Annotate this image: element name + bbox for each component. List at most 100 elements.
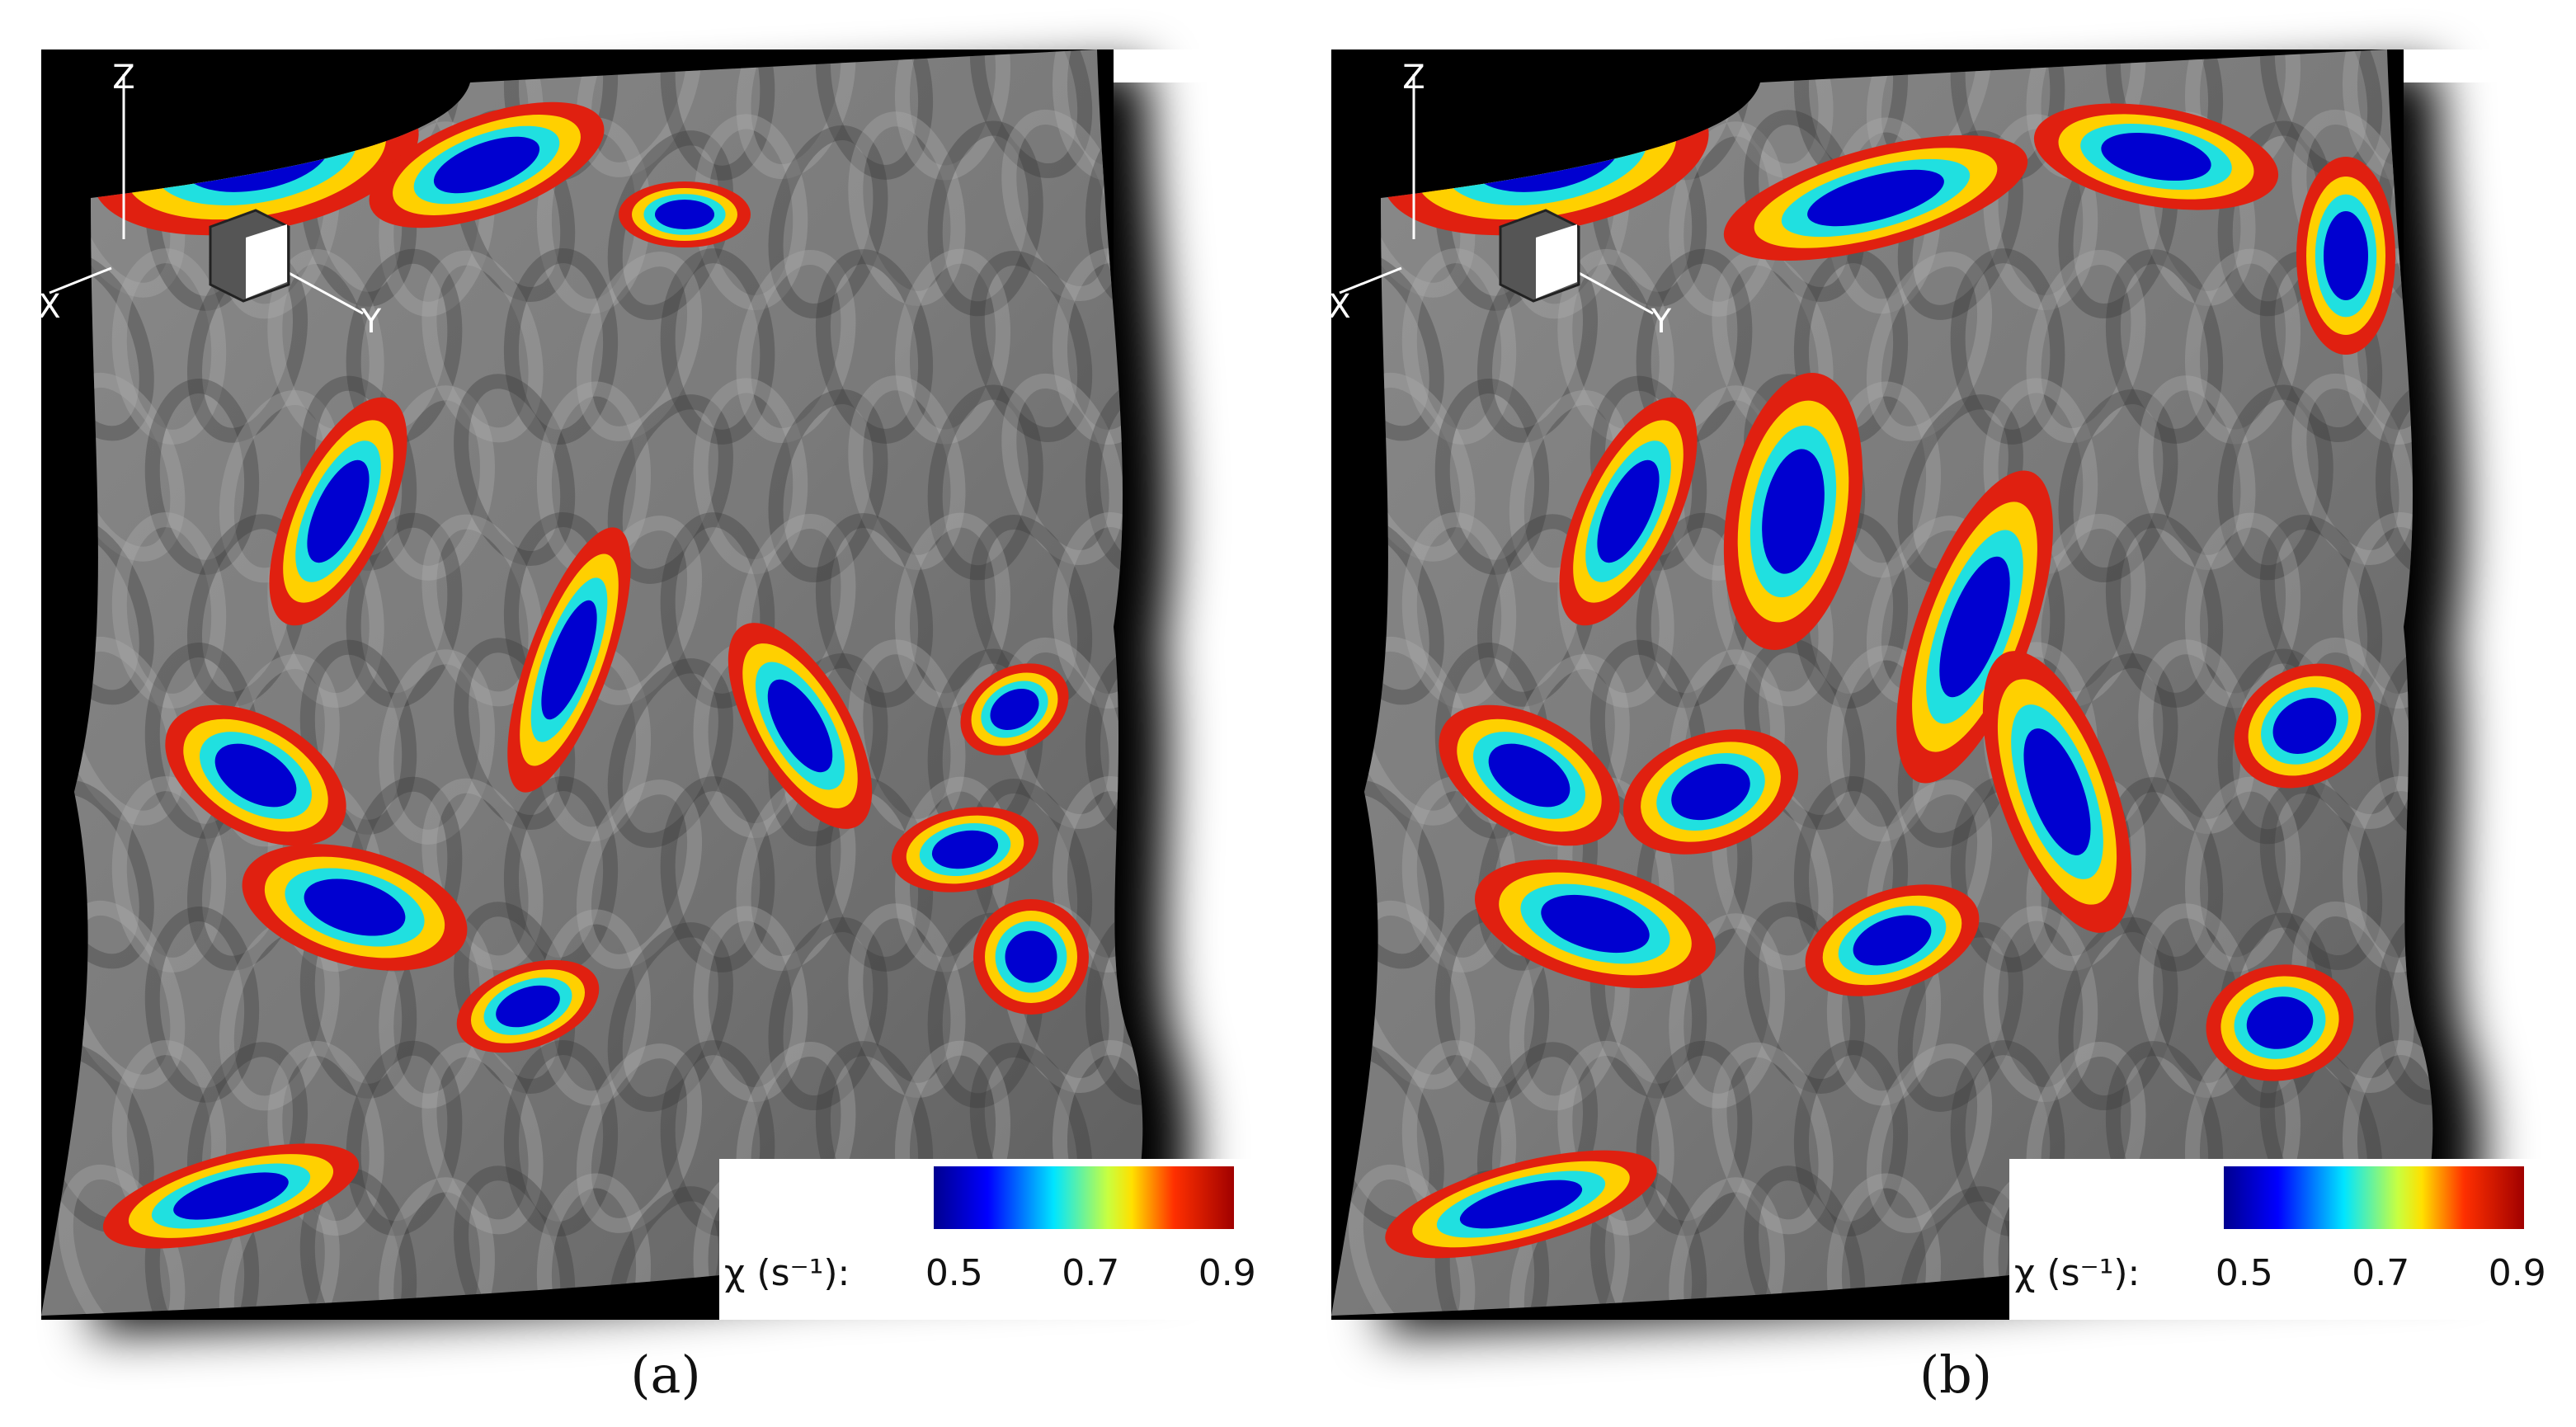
ripple (815, 513, 934, 708)
ripple (848, 111, 966, 306)
ripple (2105, 513, 2224, 708)
ripple (2058, 916, 2178, 1111)
ripple (2058, 389, 2178, 583)
ripple (2342, 776, 2433, 973)
cube-face (246, 224, 287, 299)
ripple (111, 776, 227, 973)
contour-region (990, 688, 1039, 731)
ripple (346, 1040, 463, 1236)
ripple (927, 384, 1043, 581)
surface (1331, 49, 2433, 1316)
ripple (2184, 776, 2301, 973)
contour-region (1541, 894, 1650, 954)
colorbar-tick-label: 0.5 (925, 1252, 983, 1294)
colorbar-label: χ (s⁻¹): (724, 1252, 850, 1294)
contour-region (1459, 1180, 1583, 1229)
contour-region (2023, 728, 2091, 855)
contour-region (496, 985, 560, 1028)
ripple (660, 248, 775, 445)
contour-region (1853, 915, 1932, 966)
contour-region (655, 200, 714, 229)
ripple (1866, 1043, 1993, 1233)
colorbar-tick-label: 0.5 (2216, 1252, 2273, 1294)
contour-region (2324, 211, 2368, 300)
ripple (1669, 913, 1785, 1109)
ripple (1557, 1040, 1674, 1236)
contour-region (173, 1172, 289, 1220)
axis-label: Y (1651, 303, 1672, 341)
ripple (421, 514, 544, 707)
ripple (693, 378, 808, 575)
ripple (660, 776, 775, 973)
colorbar-tick-label: 0.9 (2489, 1252, 2546, 1294)
contour-region (433, 136, 540, 194)
ripple (894, 512, 1011, 709)
ripple (2342, 512, 2433, 709)
ripple (815, 249, 934, 444)
ripple (2184, 248, 2301, 445)
ripple (927, 120, 1043, 317)
ripple (1744, 1166, 1866, 1316)
ripple (607, 922, 733, 1112)
ripple (736, 249, 856, 444)
ripple (421, 250, 544, 443)
caption: (b) (1919, 1345, 1992, 1405)
colorbar-tick-label: 0.7 (1062, 1252, 1119, 1294)
ripple (536, 1173, 652, 1316)
axis-label: Z (112, 59, 134, 97)
ripple (1052, 776, 1143, 973)
axis-label: Y (360, 303, 382, 341)
contour-region (931, 830, 999, 869)
ripple (1897, 922, 2023, 1112)
colorbar (2224, 1166, 2524, 1229)
ripple (379, 1177, 495, 1316)
contour-region (1488, 743, 1571, 808)
ripple (969, 250, 1093, 443)
ripple (2105, 249, 2224, 444)
ripple (1052, 512, 1143, 709)
contour-region (2101, 132, 2211, 181)
ripple (1669, 1177, 1785, 1316)
ripple (111, 512, 227, 709)
caption: (a) (630, 1345, 700, 1405)
contour-region (304, 878, 406, 936)
ripple (1983, 114, 2098, 311)
cube-face (1536, 224, 1577, 299)
ripple (2291, 373, 2414, 565)
ripple (111, 248, 227, 445)
ripple (454, 374, 576, 567)
contour-region (1005, 930, 1057, 983)
ripple (454, 1166, 576, 1316)
ripple (379, 649, 495, 845)
ripple (693, 906, 808, 1103)
ripple (1434, 379, 1550, 575)
ripple (1793, 1040, 1909, 1236)
ripple (607, 658, 733, 848)
ripple (576, 1043, 703, 1233)
contour-region (307, 459, 370, 563)
ripple (2217, 384, 2333, 581)
contour-region (1671, 763, 1750, 821)
ripple (1636, 1040, 1753, 1236)
panel: Z X Yχ (s⁻¹): 0.5 0.7 0.9 (1328, 49, 2552, 1332)
ripple (2375, 908, 2433, 1105)
axis-label: X (1328, 288, 1350, 326)
colorbar (934, 1166, 1234, 1229)
ripple (503, 248, 619, 445)
ripple (2138, 375, 2256, 570)
ripple (768, 916, 888, 1111)
ripple (848, 903, 966, 1098)
ripple (1401, 248, 1517, 445)
ripple (2026, 249, 2146, 444)
ripple (144, 379, 260, 575)
ripple (576, 252, 703, 441)
contour-region (2272, 698, 2337, 754)
axis-line (49, 266, 112, 294)
ripple (969, 49, 1093, 179)
ripple (1001, 373, 1124, 565)
ripple (607, 394, 733, 584)
ripple (346, 512, 463, 709)
contour-region (541, 600, 597, 720)
ripple (815, 49, 934, 180)
